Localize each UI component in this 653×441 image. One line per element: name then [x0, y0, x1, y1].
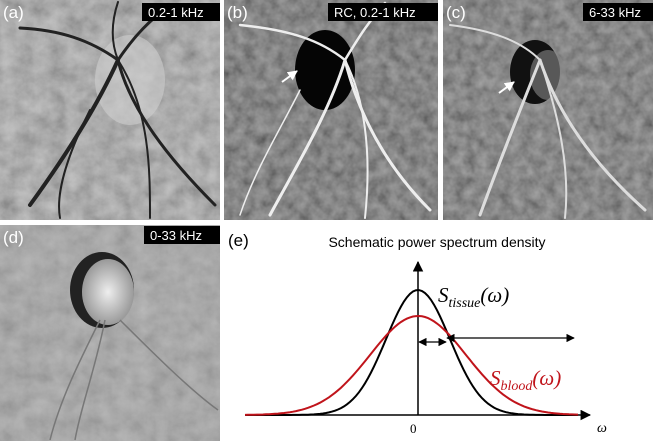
- panel-e: (e) Schematic power spectrum density Sti…: [228, 231, 607, 436]
- origin-label: 0: [410, 421, 417, 436]
- badge: 6-33 kHz: [589, 5, 641, 20]
- blood-label: Sblood(ω): [490, 366, 561, 394]
- panel-b: (b) RC, 0.2-1 kHz: [224, 0, 438, 220]
- panel-label: (b): [227, 3, 248, 22]
- tissue-curve: [245, 290, 578, 415]
- axis-label: ω: [597, 421, 607, 436]
- tissue-label: Stissue(ω): [438, 283, 509, 311]
- panel-label: (a): [3, 3, 24, 22]
- disc: [295, 30, 355, 110]
- panel-label: (d): [3, 228, 24, 247]
- page: (a) 0.2-1 kHz (b) RC, 0.2-1 kHz (c) 6-33…: [0, 0, 653, 441]
- panel-label: (c): [446, 3, 466, 22]
- blood-curve: [245, 316, 578, 415]
- badge: RC, 0.2-1 kHz: [334, 5, 416, 20]
- badge: 0-33 kHz: [150, 228, 202, 243]
- title: Schematic power spectrum density: [328, 234, 545, 250]
- panel-a: (a) 0.2-1 kHz: [0, 0, 220, 220]
- disc: [82, 259, 134, 325]
- figure: (a) 0.2-1 kHz (b) RC, 0.2-1 kHz (c) 6-33…: [0, 0, 653, 441]
- panel-c: (c) 6-33 kHz: [443, 0, 653, 220]
- panel-label: (e): [228, 231, 249, 250]
- badge: 0.2-1 kHz: [148, 5, 204, 20]
- panel-d: (d) 0-33 kHz: [0, 225, 220, 441]
